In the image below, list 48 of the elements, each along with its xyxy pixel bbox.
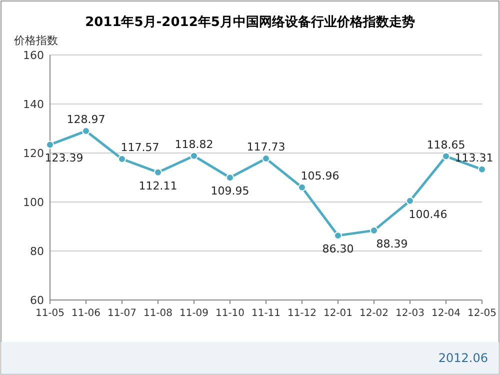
data-label: 100.46 (408, 208, 448, 221)
x-tick-label: 11-09 (179, 308, 209, 319)
point (262, 154, 270, 163)
data-label: 109.95 (210, 184, 250, 198)
point (406, 196, 414, 205)
data-label: 123.39 (44, 152, 84, 165)
point (190, 152, 198, 160)
data-label: 118.82 (174, 138, 214, 151)
x-tick-label: 11-10 (215, 308, 245, 319)
x-tick-label: 12-05 (467, 308, 497, 319)
y-tick-label: 80 (30, 245, 44, 258)
y-tick-label: 120 (23, 147, 44, 160)
data-label: 105.96 (300, 169, 340, 182)
data-label: 128.97 (66, 113, 106, 126)
data-label: 112.11 (138, 179, 178, 192)
point (118, 154, 126, 163)
y-tick-label: 160 (23, 49, 44, 62)
point (370, 226, 378, 234)
data-label: 88.39 (376, 237, 408, 250)
point (82, 127, 90, 136)
data-label: 117.73 (246, 140, 286, 154)
data-label: 113.31 (454, 151, 494, 164)
point (442, 152, 450, 160)
y-axis-title: 价格指数 (13, 34, 58, 47)
x-tick-label: 11-05 (35, 308, 65, 319)
point (226, 174, 234, 182)
data-label: 117.57 (120, 140, 160, 154)
y-tick-label: 100 (23, 196, 44, 209)
x-tick-label: 11-11 (251, 308, 281, 319)
x-tick-label: 11-08 (143, 308, 173, 319)
point (334, 232, 342, 240)
point (478, 165, 486, 174)
x-tick-label: 12-03 (395, 308, 425, 319)
x-tick-label: 12-01 (323, 308, 353, 319)
point (154, 168, 162, 176)
data-label: 86.30 (322, 242, 354, 256)
text: 2012.06 (438, 351, 488, 365)
x-tick-label: 11-06 (71, 308, 101, 319)
x-tick-label: 11-12 (287, 308, 317, 319)
x-tick-label: 12-04 (431, 308, 461, 319)
chart-title: 2011年5月-2012年5月中国网络设备行业价格指数走势 (85, 14, 415, 30)
y-tick-label: 140 (23, 98, 44, 111)
x-tick-label: 11-07 (107, 308, 137, 319)
data-label: 118.65 (426, 138, 466, 152)
point (46, 140, 54, 149)
y-tick-label: 60 (30, 294, 44, 307)
x-tick-label: 12-02 (359, 308, 389, 319)
point (298, 183, 306, 192)
